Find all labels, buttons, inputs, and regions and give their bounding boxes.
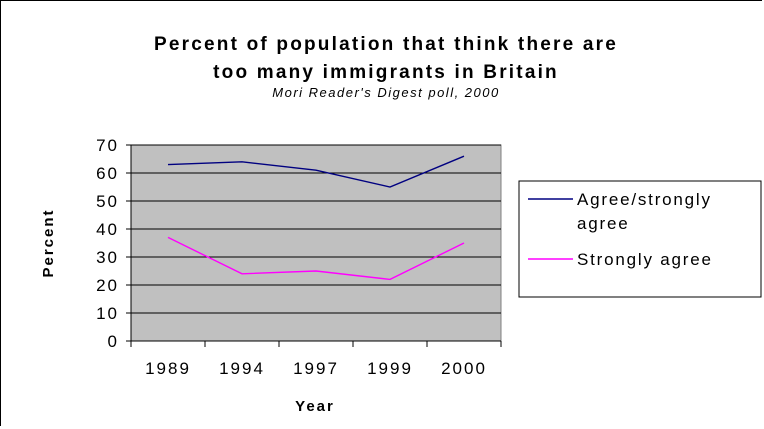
y-tick-label: 10 — [96, 304, 119, 323]
chart-title-line-2: too many immigrants in Britain — [213, 62, 559, 83]
grid-lines — [131, 144, 501, 314]
legend-label-1: agree — [577, 214, 629, 233]
tick-labels: 0 10 20 30 40 50 60 70 1989 1994 1997 1999 2000 — [96, 136, 487, 378]
y-tick-label: 60 — [96, 164, 119, 183]
y-tick-label: 30 — [96, 248, 119, 267]
legend: Agree/strongly agree Strongly agree — [528, 190, 713, 269]
x-tick-label: 1999 — [367, 359, 413, 378]
y-tick-label: 0 — [108, 332, 119, 351]
plot-area — [130, 144, 502, 342]
chart-title-line-1: Percent of population that think there a… — [154, 34, 618, 55]
y-tick-label: 50 — [96, 192, 119, 211]
series-line-1 — [167, 155, 465, 188]
legend-label-1: Agree/strongly — [577, 190, 712, 209]
y-tick-label: 40 — [96, 220, 119, 239]
x-axis-label: Year — [295, 398, 335, 415]
legend-label-2: Strongly agree — [577, 250, 713, 269]
y-axis-label: Percent — [40, 208, 57, 277]
y-tick-label: 20 — [96, 276, 119, 295]
x-tick-label: 1989 — [145, 359, 191, 378]
legend-box — [518, 180, 762, 298]
series-line-2 — [167, 236, 465, 281]
y-tick-label: 70 — [96, 136, 119, 155]
x-tick-label: 2000 — [441, 359, 487, 378]
series-lines — [167, 155, 465, 281]
x-tick-label: 1997 — [293, 359, 339, 378]
axes — [126, 144, 502, 347]
chart-subtitle: Mori Reader's Digest poll, 2000 — [272, 85, 499, 100]
x-tick-label: 1994 — [219, 359, 265, 378]
